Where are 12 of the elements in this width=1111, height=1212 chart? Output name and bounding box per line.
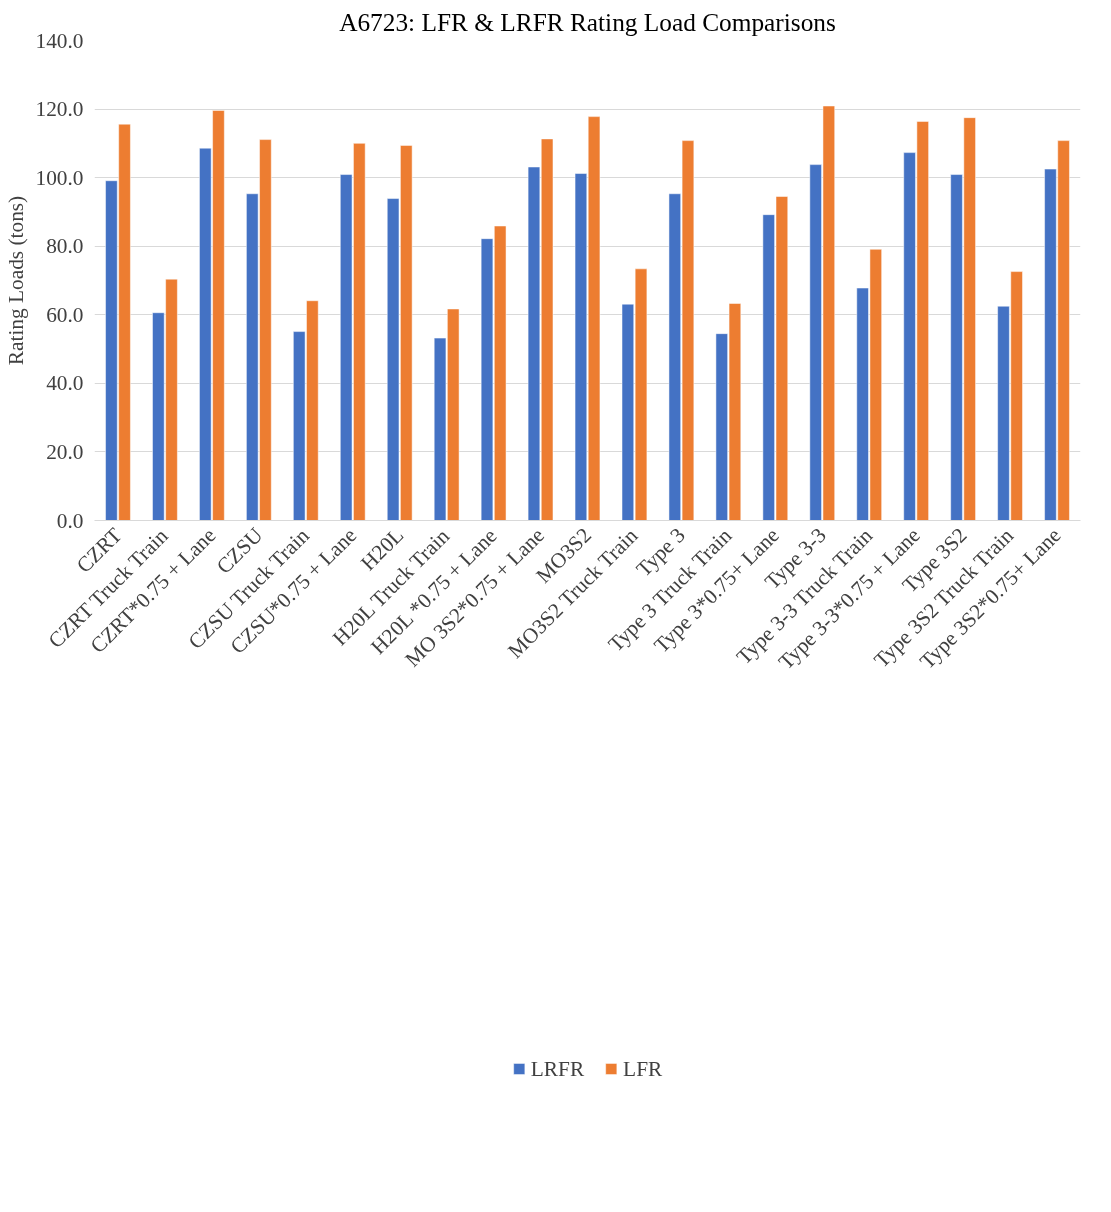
y-tick-label: 20.0: [46, 439, 84, 464]
chart-title: A6723: LFR & LRFR Rating Load Comparisons: [339, 7, 836, 36]
y-tick-label: 100.0: [35, 165, 84, 190]
y-axis-title: Rating Loads (tons): [3, 195, 28, 366]
y-tick-label: 60.0: [46, 302, 84, 327]
y-tick-label: 120.0: [35, 97, 84, 122]
y-tick-label: 0.0: [56, 508, 84, 533]
y-tick-label: 140.0: [35, 28, 84, 53]
legend-label: LFR: [623, 1056, 663, 1082]
legend-label: LRFR: [530, 1056, 585, 1082]
y-tick-label: 40.0: [46, 371, 84, 396]
y-tick-label: 80.0: [46, 234, 84, 259]
